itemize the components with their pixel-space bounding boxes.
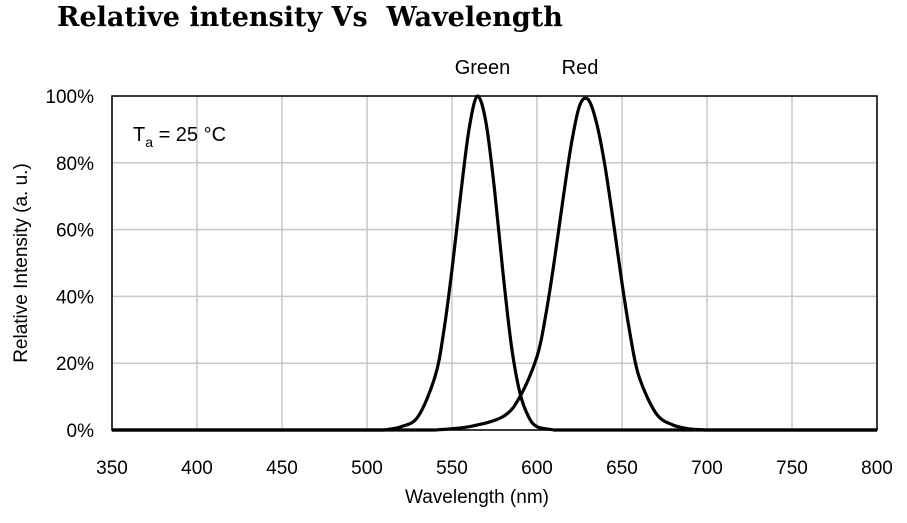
y-tick-label: 60%: [56, 221, 94, 242]
x-tick-labels: 350 400 450 500 550 600 650 700 750 800: [96, 458, 893, 479]
x-tick-label: 550: [436, 458, 468, 479]
annotation-rest: = 25 °C: [153, 124, 226, 146]
grid-lines: [111, 95, 878, 431]
y-tick-labels: 0% 20% 40% 60% 80% 100%: [45, 87, 94, 442]
series-line-green: [112, 94, 877, 432]
annotation-subscript: a: [145, 134, 153, 150]
x-tick-label: 500: [351, 458, 383, 479]
annotation-main: T: [133, 124, 145, 146]
x-tick-label: 800: [861, 458, 893, 479]
series-label-green: Green: [455, 57, 511, 79]
x-tick-label: 400: [181, 458, 213, 479]
y-axis-label: Relative Intensity (a. u.): [11, 163, 32, 363]
x-tick-label: 450: [266, 458, 298, 479]
x-axis-label: Wavelength (nm): [405, 487, 549, 508]
x-tick-label: 600: [521, 458, 553, 479]
y-tick-label: 80%: [56, 154, 94, 175]
x-tick-label: 750: [776, 458, 808, 479]
y-tick-label: 0%: [67, 421, 95, 442]
plot-frame: [111, 95, 878, 431]
chart-title: Relative intensity Vs Wavelength: [57, 2, 563, 33]
y-tick-label: 20%: [56, 354, 94, 375]
series-label-red: Red: [562, 57, 599, 79]
y-tick-label: 40%: [56, 287, 94, 308]
series-line-red: [112, 96, 877, 432]
series-lines: [112, 94, 877, 432]
series-labels: Green Red: [455, 57, 599, 79]
x-tick-label: 650: [606, 458, 638, 479]
y-tick-label: 100%: [45, 87, 94, 108]
temperature-annotation: Ta = 25 °C: [133, 124, 226, 150]
x-tick-label: 700: [691, 458, 723, 479]
x-tick-label: 350: [96, 458, 128, 479]
